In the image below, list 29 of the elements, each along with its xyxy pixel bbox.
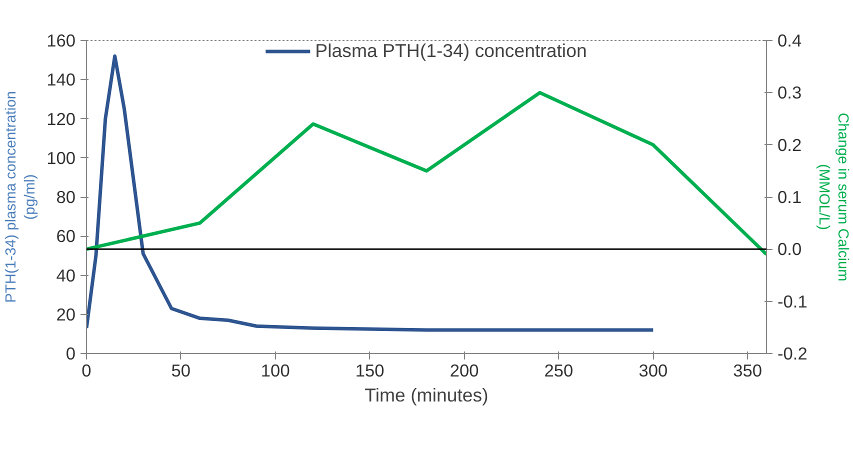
y2-tick-label: 0.3 (778, 82, 802, 103)
y2-tick-label: -0.1 (778, 291, 808, 312)
y2-tick-label: 0.0 (778, 239, 802, 260)
y-axis-title: PTH(1-34) plasma concentration (pg/ml) (3, 91, 39, 303)
x-tick-label: 250 (544, 360, 574, 380)
line-series (86, 90, 766, 256)
x-tick-label: 300 (638, 360, 668, 380)
legend-label: Plasma PTH(1-34) concentration (315, 40, 587, 62)
y2-tick-label: 0.1 (778, 187, 802, 207)
y-tick-label: 160 (46, 30, 76, 50)
y-tick-label: 20 (56, 304, 76, 324)
x-tick-label: 200 (450, 360, 479, 380)
x-tick-label: 0 (82, 360, 92, 380)
x-axis-title: Time (minutes) (364, 384, 488, 406)
y-tick-label: 40 (56, 265, 76, 286)
x-tick-label: 50 (171, 360, 191, 380)
y2-axis-title: Change in serum Calcium (MMOL/L) (815, 112, 851, 282)
y-tick-label: 60 (56, 226, 76, 246)
y-tick-label: 0 (66, 344, 76, 364)
y-tick-label: 80 (56, 187, 76, 207)
y-tick-label: 100 (46, 148, 76, 168)
y2-tick-label: -0.2 (778, 344, 808, 364)
y-tick-label: 140 (46, 70, 76, 90)
y2-tick-label: 0.2 (778, 134, 802, 155)
y2-tick-label: 0.4 (778, 30, 802, 50)
x-tick-label: 100 (260, 360, 290, 380)
x-tick-label: 150 (355, 360, 384, 380)
y-tick-label: 120 (46, 108, 76, 129)
x-tick-label: 350 (733, 360, 762, 380)
